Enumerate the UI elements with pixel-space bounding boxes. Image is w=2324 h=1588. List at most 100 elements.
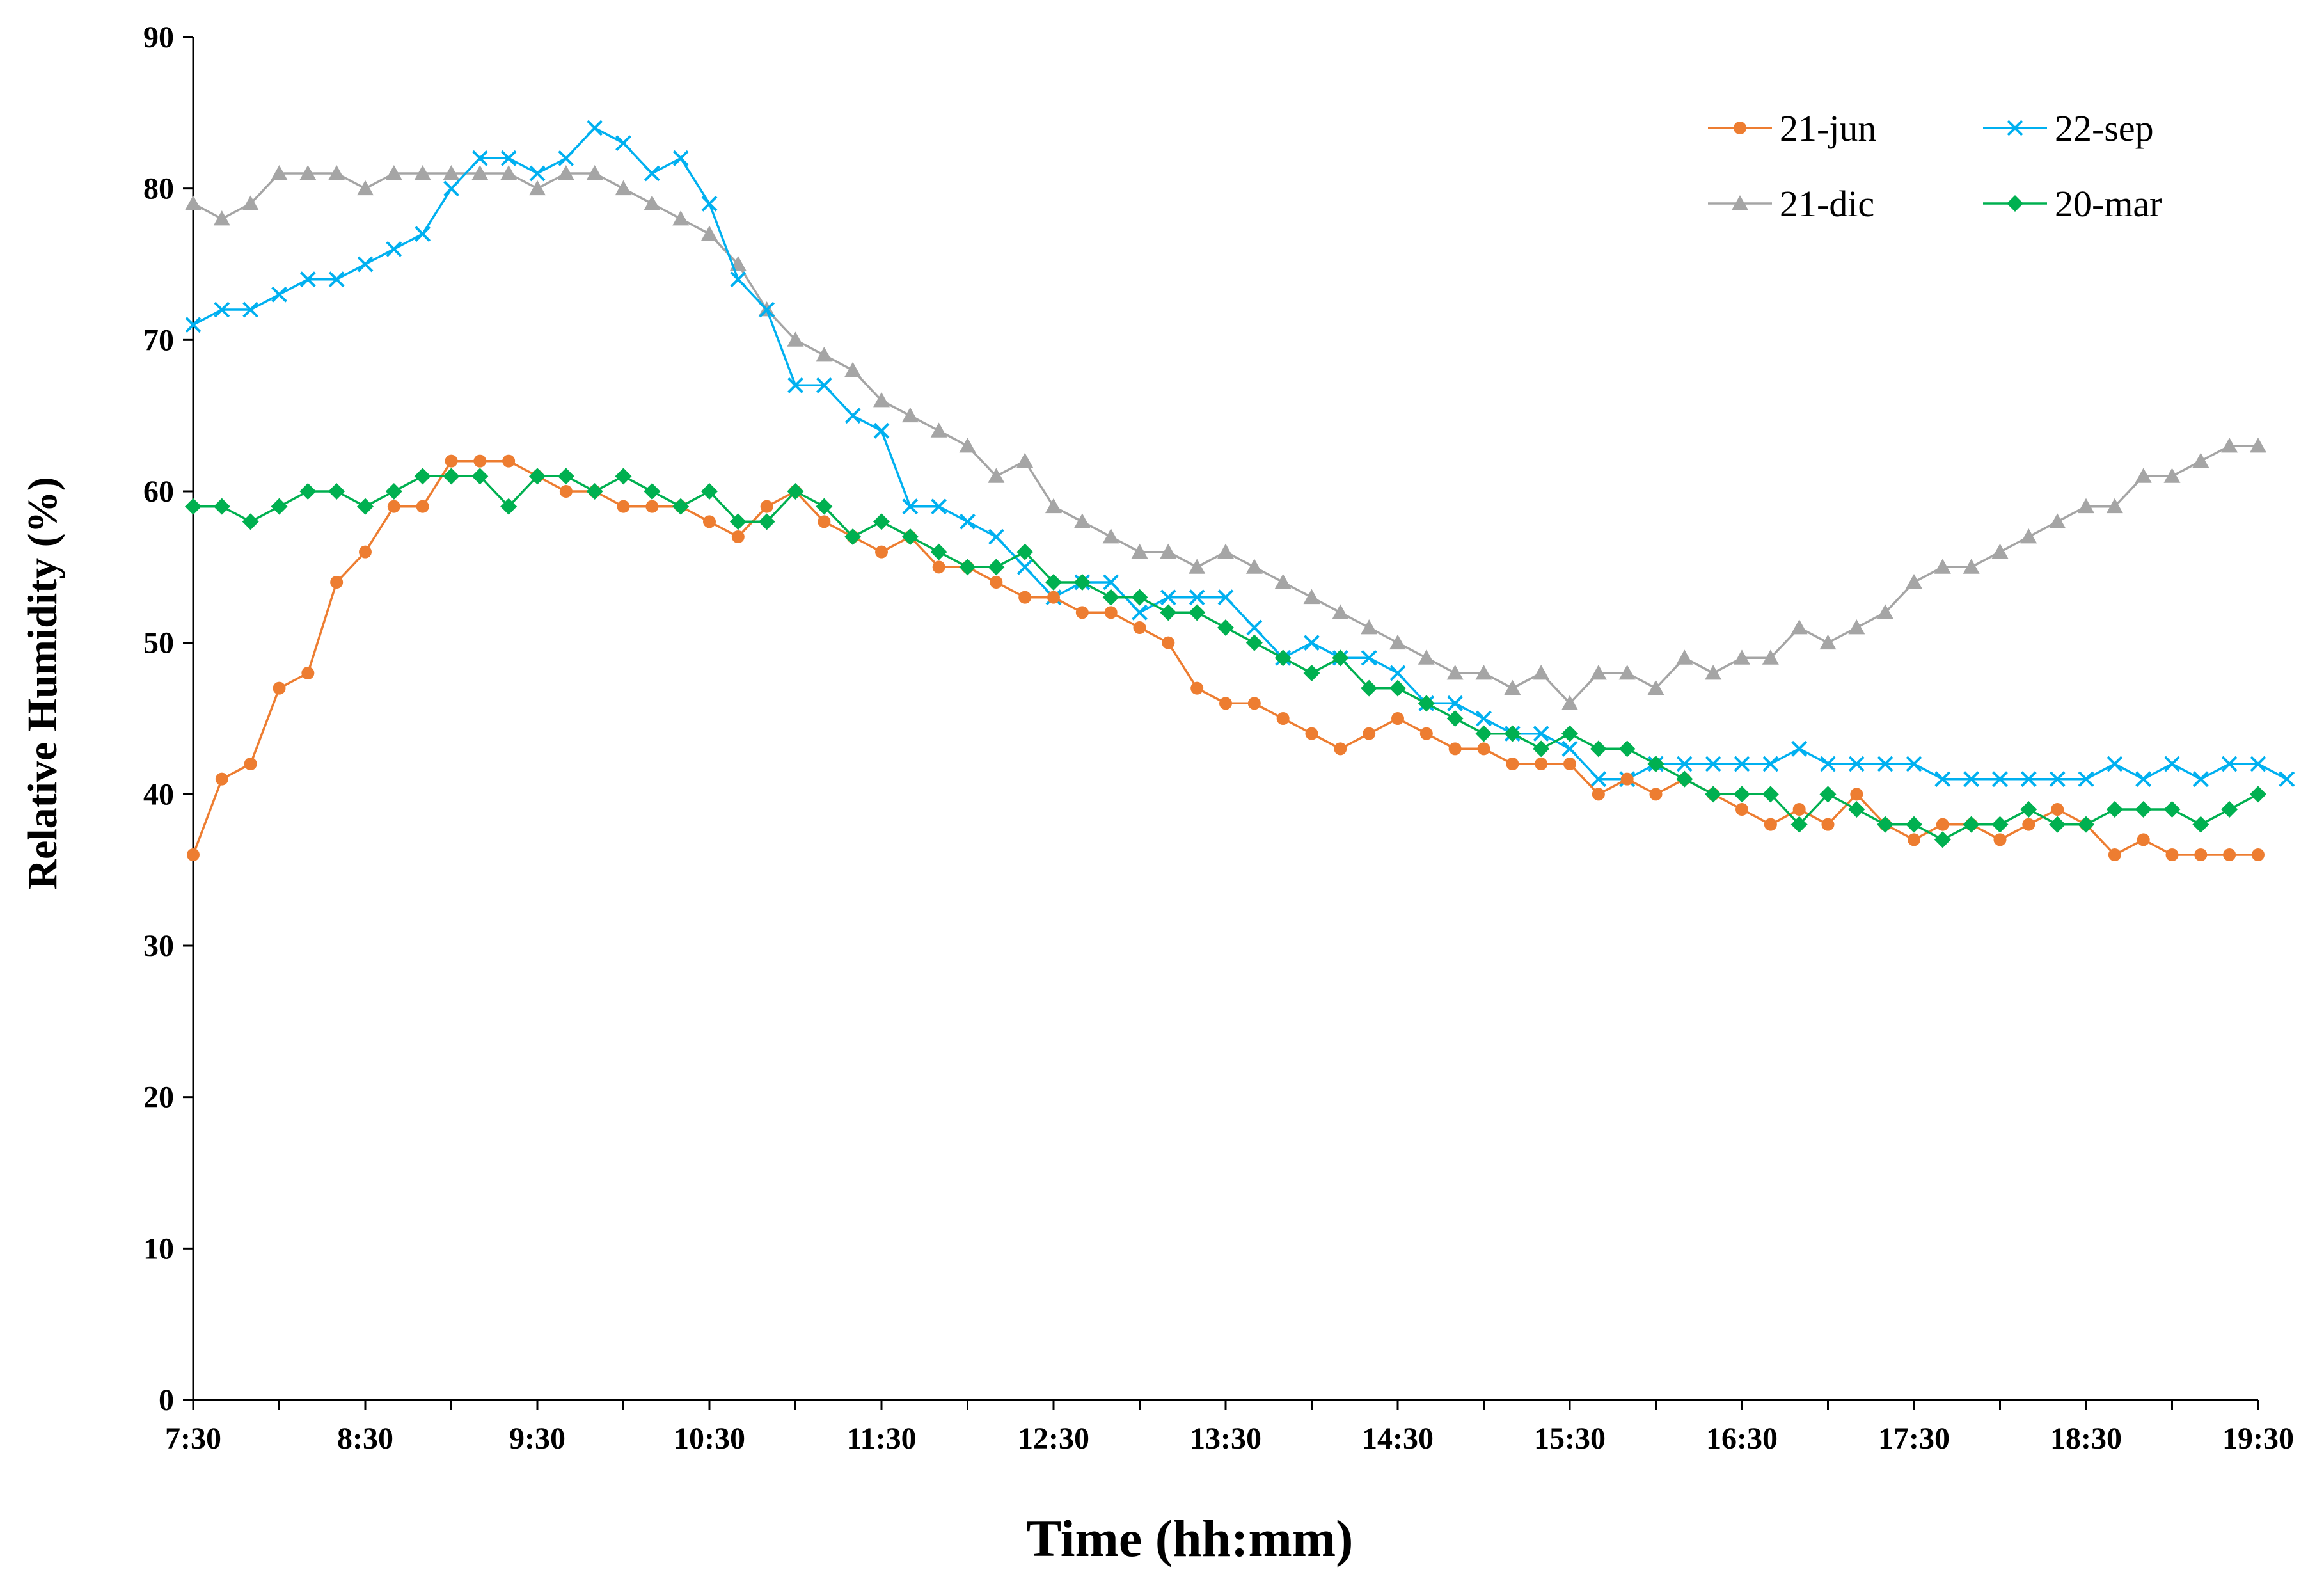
- data-point-22-sep: [701, 195, 718, 212]
- data-point-22-sep: [988, 528, 1004, 545]
- data-point-20-mar: [2163, 801, 2181, 818]
- data-point-22-sep: [357, 256, 374, 273]
- data-point-22-sep: [299, 271, 316, 288]
- data-point-20-mar: [1647, 756, 1664, 772]
- x-tick-label: 8:30: [337, 1422, 393, 1456]
- data-point-20-mar: [816, 498, 833, 515]
- y-tick-label: 60: [143, 475, 174, 509]
- data-point-20-mar: [1475, 725, 1492, 742]
- data-point-21-jun: [1620, 772, 1634, 786]
- series-21-jun: [187, 454, 2265, 861]
- data-point-22-sep: [587, 120, 603, 136]
- data-point-21-jun: [387, 500, 400, 513]
- data-point-20-mar: [271, 498, 288, 515]
- data-point-21-jun: [1047, 591, 1060, 604]
- data-point-20-mar: [586, 483, 603, 500]
- data-point-20-mar: [1533, 740, 1550, 758]
- x-tick-label: 13:30: [1190, 1422, 1261, 1456]
- data-point-21-jun: [1305, 727, 1318, 740]
- data-point-22-sep: [1447, 695, 1464, 711]
- data-point-22-sep: [1992, 771, 2008, 788]
- data-point-21-jun: [645, 500, 659, 513]
- data-point-21-jun: [1936, 818, 1949, 831]
- data-point-20-mar: [1303, 665, 1320, 681]
- data-point-22-sep: [759, 301, 775, 318]
- data-point-20-mar: [1790, 816, 1808, 833]
- data-point-20-mar: [1073, 574, 1091, 591]
- data-point-21-jun: [1363, 727, 1376, 740]
- data-point-21-dic: [844, 361, 862, 377]
- data-point-21-dic: [299, 165, 317, 180]
- data-point-21-dic: [2135, 468, 2152, 483]
- data-point-21-dic: [1676, 649, 1693, 665]
- data-point-20-mar: [844, 528, 862, 545]
- data-point-22-sep: [500, 150, 517, 166]
- data-point-21-dic: [1734, 649, 1750, 665]
- data-point-21-jun: [1075, 606, 1089, 619]
- data-point-22-sep: [529, 165, 546, 182]
- data-point-22-sep: [271, 286, 287, 303]
- data-point-22-sep: [1791, 740, 1808, 757]
- data-point-20-mar: [213, 498, 230, 515]
- data-point-20-mar: [2020, 801, 2037, 818]
- data-point-21-jun: [2108, 848, 2121, 861]
- data-point-21-dic: [1073, 513, 1091, 528]
- data-point-21-jun: [330, 576, 344, 589]
- data-point-20-mar: [2049, 816, 2066, 833]
- data-point-22-sep: [1820, 756, 1836, 772]
- data-point-20-mar: [2192, 816, 2209, 833]
- data-point-21-dic: [1848, 619, 1865, 635]
- data-point-21-jun: [1247, 697, 1261, 710]
- data-point-21-jun: [1391, 712, 1404, 725]
- data-point-21-dic: [2250, 438, 2266, 453]
- data-point-20-mar: [1734, 786, 1750, 803]
- data-point-21-dic: [1561, 695, 1578, 710]
- data-point-22-sep: [1246, 619, 1263, 636]
- data-point-22-sep: [1934, 771, 1951, 788]
- legend-marker: [1732, 195, 1748, 210]
- data-point-21-jun: [1764, 818, 1777, 831]
- legend-item-22-sep: 22-sep: [1983, 107, 2154, 149]
- data-point-21-dic: [873, 392, 890, 408]
- data-point-21-dic: [2192, 452, 2209, 468]
- data-point-21-dic: [787, 331, 804, 347]
- data-point-22-sep: [185, 317, 202, 333]
- data-point-20-mar: [2078, 816, 2094, 833]
- x-tick-label: 9:30: [509, 1422, 565, 1456]
- data-point-20-mar: [1848, 801, 1865, 818]
- x-tick-label: 17:30: [1878, 1422, 1950, 1456]
- data-point-21-jun: [760, 500, 773, 513]
- x-tick-label: 16:30: [1706, 1422, 1778, 1456]
- data-point-22-sep: [1132, 604, 1148, 621]
- data-point-22-sep: [1561, 740, 1578, 757]
- data-point-21-jun: [1993, 833, 2007, 846]
- y-axis-title: Relative Humidity (%): [19, 477, 66, 889]
- y-tick-label: 90: [143, 20, 174, 54]
- data-point-22-sep: [2192, 771, 2209, 788]
- data-point-22-sep: [558, 150, 574, 166]
- data-point-21-jun: [875, 545, 888, 559]
- data-point-21-dic: [271, 165, 288, 180]
- data-point-21-dic: [2020, 528, 2037, 544]
- data-point-20-mar: [644, 483, 661, 500]
- data-point-22-sep: [902, 498, 919, 515]
- legend-marker: [2007, 195, 2023, 212]
- x-tick-label: 11:30: [846, 1422, 916, 1456]
- data-point-20-mar: [2250, 786, 2266, 803]
- data-point-21-dic: [701, 225, 718, 241]
- data-point-20-mar: [1446, 710, 1464, 727]
- data-point-20-mar: [2221, 801, 2238, 818]
- data-point-21-dic: [644, 195, 661, 210]
- data-point-22-sep: [1016, 559, 1033, 575]
- legend-marker: [2007, 120, 2023, 136]
- data-point-20-mar: [500, 498, 518, 515]
- data-point-20-mar: [959, 559, 976, 576]
- data-point-22-sep: [1762, 756, 1779, 772]
- data-point-21-jun: [2223, 848, 2236, 861]
- legend-item-21-jun: 21-jun: [1708, 107, 1876, 149]
- data-point-20-mar: [873, 513, 890, 530]
- data-point-21-jun: [445, 454, 458, 468]
- data-point-21-dic: [1533, 665, 1550, 680]
- data-point-20-mar: [1504, 725, 1521, 742]
